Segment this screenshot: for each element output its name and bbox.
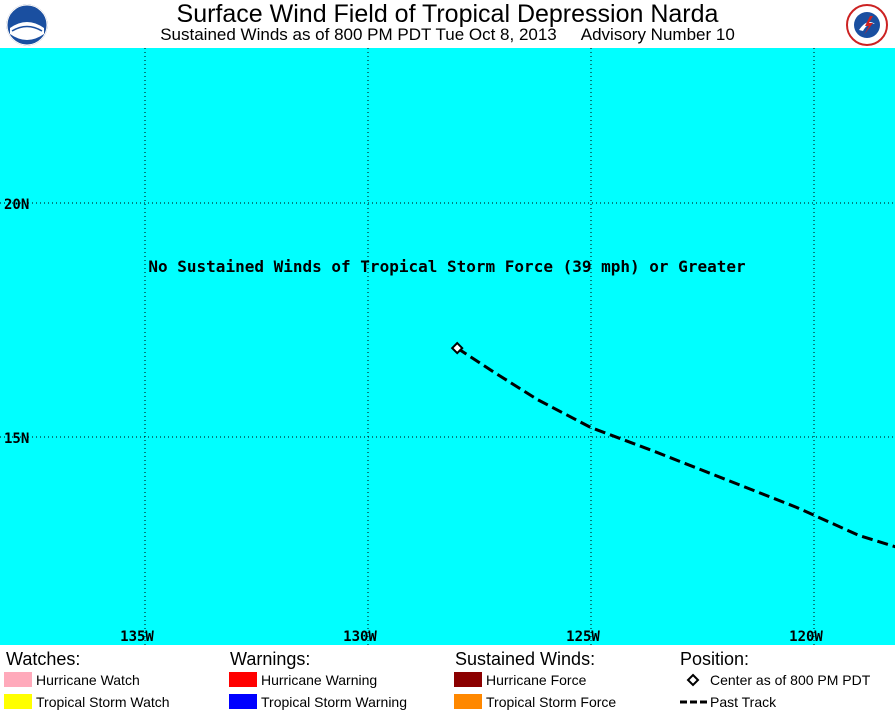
longitude-label: 125W xyxy=(566,629,600,645)
latitude-labels: 20N 15N xyxy=(4,197,29,447)
legend-label: Tropical Storm Force xyxy=(486,694,617,710)
legend-label: Tropical Storm Warning xyxy=(261,694,408,710)
legend-label: Past Track xyxy=(710,694,777,710)
swatch xyxy=(4,672,32,687)
legend-label: Hurricane Force xyxy=(486,672,587,688)
swatch xyxy=(454,672,482,687)
legend-label: Hurricane Warning xyxy=(261,672,378,688)
warnings-heading: Warnings: xyxy=(230,649,311,669)
latitude-label: 20N xyxy=(4,197,29,213)
longitude-labels: 135W 130W 125W 120W xyxy=(120,629,823,645)
map-title: Surface Wind Field of Tropical Depressio… xyxy=(176,0,719,28)
legend-label: Hurricane Watch xyxy=(36,672,140,688)
map-subtitle: Sustained Winds as of 800 PM PDT Tue Oct… xyxy=(0,25,895,45)
storm-center-marker xyxy=(450,341,464,355)
center-diamond xyxy=(450,341,464,355)
swatch xyxy=(229,694,257,709)
past-track-line xyxy=(456,346,895,549)
advisory-time: Sustained Winds as of 800 PM PDT Tue Oct… xyxy=(160,25,557,44)
nws-logo-icon xyxy=(846,4,888,46)
wind-field-map: 20N 15N 135W 130W 125W 120W No Sustained Win… xyxy=(0,48,895,645)
legend: Watches: Hurricane Watch Tropical Storm … xyxy=(0,645,895,716)
dashed-line-icon xyxy=(680,700,708,704)
diamond-icon xyxy=(686,673,700,687)
sustained-winds-heading: Sustained Winds: xyxy=(455,649,596,669)
legend-label: Center as of 800 PM PDT xyxy=(710,672,871,688)
latitude-label: 15N xyxy=(4,431,29,447)
ocean-area xyxy=(0,48,895,645)
longitude-label: 130W xyxy=(343,629,377,645)
legend-label: Tropical Storm Watch xyxy=(36,694,170,710)
advisory-number: Advisory Number 10 xyxy=(580,25,735,44)
swatch xyxy=(229,672,257,687)
swatch xyxy=(4,694,32,709)
past-track xyxy=(456,346,895,549)
swatch xyxy=(454,694,482,709)
longitude-label: 120W xyxy=(789,629,823,645)
no-winds-notice: No Sustained Winds of Tropical Storm For… xyxy=(148,257,745,276)
position-heading: Position: xyxy=(680,649,750,669)
header: Surface Wind Field of Tropical Depressio… xyxy=(0,0,895,48)
watches-heading: Watches: xyxy=(6,649,81,669)
noaa-logo-icon xyxy=(6,4,48,46)
longitude-label: 135W xyxy=(120,629,154,645)
